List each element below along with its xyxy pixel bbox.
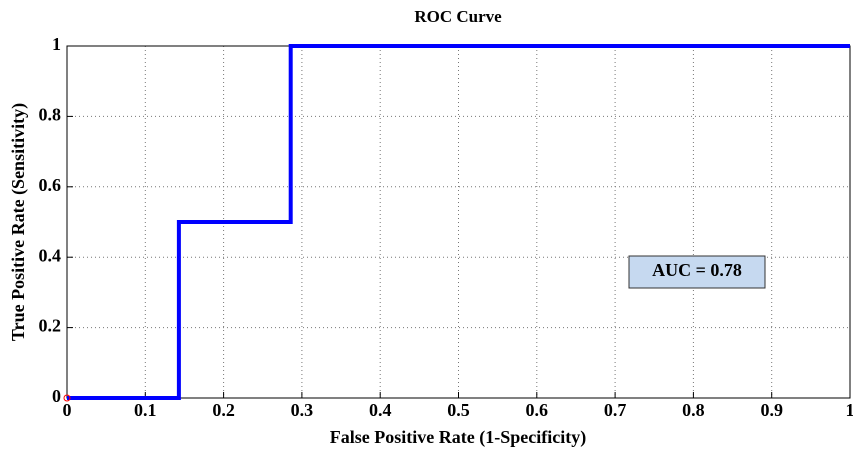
x-tick-label: 1 bbox=[846, 400, 853, 420]
x-tick-label: 0.7 bbox=[604, 400, 627, 420]
start-marker bbox=[63, 394, 71, 402]
x-tick-label: 0.6 bbox=[526, 400, 549, 420]
y-tick-label: 0.2 bbox=[39, 316, 62, 336]
x-tick-label: 0.8 bbox=[682, 400, 705, 420]
chart-title: ROC Curve bbox=[414, 7, 502, 26]
x-tick-label: 0.1 bbox=[134, 400, 157, 420]
y-tick-label: 1 bbox=[52, 34, 61, 54]
y-tick-label: 0.4 bbox=[39, 245, 62, 265]
y-tick-label: 0.6 bbox=[39, 175, 62, 195]
x-tick-label: 0.4 bbox=[369, 400, 392, 420]
y-tick-label: 0.8 bbox=[39, 105, 62, 125]
x-tick-label: 0.3 bbox=[291, 400, 314, 420]
y-tick-label: 0 bbox=[52, 386, 61, 406]
x-tick-label: 0.9 bbox=[760, 400, 783, 420]
x-tick-label: 0.5 bbox=[447, 400, 470, 420]
roc-line bbox=[67, 44, 850, 400]
x-tick-label: 0.2 bbox=[212, 400, 235, 420]
x-axis-label: False Positive Rate (1-Specificity) bbox=[330, 427, 586, 448]
annotation-box bbox=[628, 255, 766, 289]
y-axis-label: True Positive Rate (Sensitivity) bbox=[8, 103, 29, 341]
x-tick-label: 0 bbox=[63, 400, 72, 420]
annotation: AUC = 0.78 bbox=[652, 260, 742, 280]
